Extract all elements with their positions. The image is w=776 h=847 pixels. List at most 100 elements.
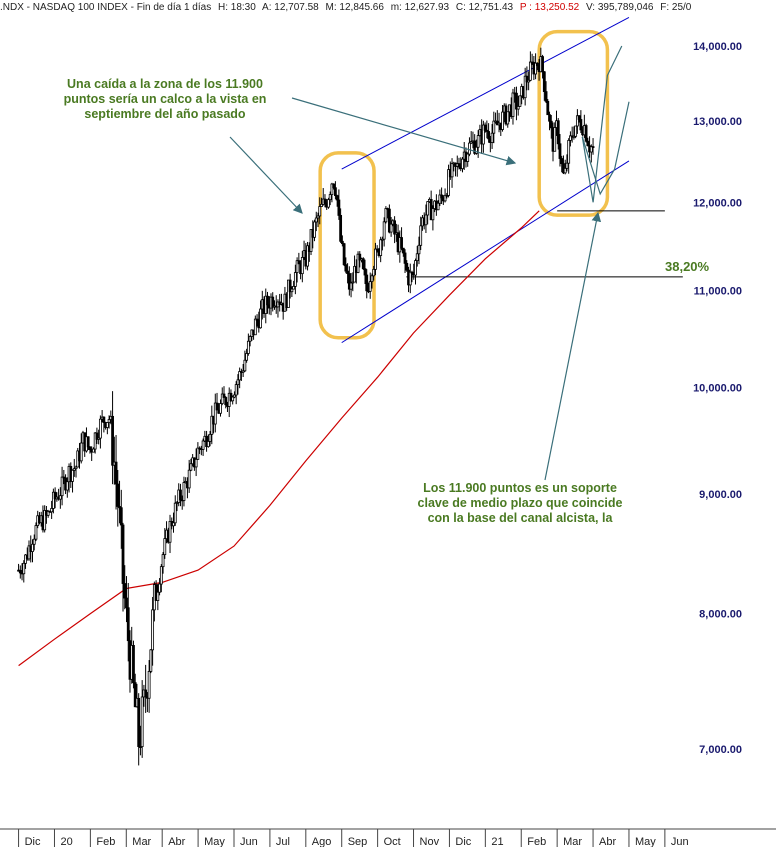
candle-132 (246, 333, 250, 356)
highlight-zones (318, 29, 610, 340)
x-tick-label-3: Mar (132, 836, 151, 847)
candle-230 (417, 236, 421, 265)
candle-323 (579, 110, 583, 134)
candle-303 (544, 81, 548, 104)
candle-body-45 (95, 432, 99, 440)
x-tick-label-10: Oct (384, 836, 401, 847)
candle-body-111 (210, 415, 214, 435)
candle-body-123 (231, 396, 235, 402)
candle-body-31 (71, 469, 74, 482)
candle-body-47 (98, 418, 102, 439)
candle-body-310 (556, 120, 560, 145)
candle-body-312 (560, 158, 564, 164)
y-tick-label-6: 13,000.00 (693, 116, 742, 128)
candle-body-84 (163, 538, 167, 556)
candle-243 (440, 187, 443, 205)
candle-155 (287, 279, 290, 308)
candle-45 (95, 427, 99, 444)
candle-173 (318, 197, 322, 225)
candle-body-127 (238, 371, 242, 381)
candle-body-181 (332, 183, 336, 189)
candle-body-81 (158, 583, 161, 593)
candle-327 (586, 137, 590, 147)
annotation-1-line-1: clave de medio plazo que coincide (418, 496, 623, 510)
candle-body-98 (187, 469, 191, 489)
candle-body-73 (144, 689, 148, 698)
candle-body-119 (224, 397, 228, 406)
projection-lines (581, 45, 630, 203)
candle-body-40 (86, 436, 90, 448)
candle-10 (34, 522, 38, 542)
candle-body-56 (114, 461, 118, 485)
candle-body-228 (414, 260, 417, 276)
annotation-arrow-1 (291, 97, 517, 166)
candle-body-163 (300, 257, 304, 275)
candle-body-77 (151, 609, 155, 651)
candle-body-179 (328, 194, 332, 201)
candle-body-199 (363, 268, 367, 276)
candle-89 (172, 512, 175, 533)
candle-body-63 (126, 607, 130, 642)
x-tick-label-1: 20 (60, 836, 72, 847)
candle-161 (297, 252, 301, 265)
candle-body-21 (53, 491, 57, 500)
candle-body-196 (358, 253, 362, 261)
candle-213 (387, 204, 391, 234)
candle-body-278 (501, 111, 504, 130)
candle-33 (74, 465, 78, 478)
candle-body-171 (314, 217, 318, 223)
candle-body-306 (549, 120, 553, 129)
candle-body-25 (60, 476, 64, 497)
candle-body-216 (393, 220, 396, 235)
candle-186 (340, 235, 344, 247)
candle-8 (31, 539, 34, 563)
candle-80 (156, 584, 160, 611)
candle-195 (356, 251, 360, 274)
candle-267 (481, 120, 485, 153)
candle-body-234 (424, 214, 428, 226)
candle-143 (266, 291, 269, 314)
candle-body-99 (189, 463, 193, 471)
candle-216 (393, 216, 396, 244)
candle-body-267 (481, 124, 485, 145)
annotation-0-line-1: puntos sería un calco a la vista en (64, 92, 267, 106)
chart-header: .NDX - NASDAQ 100 INDEX - Fin de día 1 d… (0, 0, 776, 16)
candle-81 (158, 578, 161, 596)
candle-body-259 (468, 142, 471, 155)
candle-body-83 (161, 554, 165, 568)
candle-body-329 (589, 146, 593, 153)
candle-278 (501, 105, 504, 132)
candle-body-210 (382, 221, 386, 240)
candle-114 (215, 392, 219, 411)
candle-body-263 (475, 146, 478, 154)
candle-129 (241, 363, 245, 378)
candle-body-305 (548, 114, 551, 122)
candle-75 (147, 660, 151, 713)
header-p: P : 13,250.52 (519, 2, 580, 13)
candle-316 (567, 138, 571, 174)
candle-body-291 (523, 75, 527, 99)
candle-body-19 (50, 508, 54, 513)
candle-90 (173, 495, 177, 526)
candle-body-222 (403, 252, 407, 264)
candle-183 (335, 194, 339, 207)
candle-189 (346, 263, 349, 284)
candle-1 (18, 565, 22, 579)
candle-body-166 (306, 245, 309, 267)
candle-63 (126, 582, 130, 662)
channel-upper-line (341, 16, 630, 170)
annotation-0: Una caída a la zona de los 11.900 puntos … (64, 77, 267, 121)
candle-body-32 (72, 468, 76, 471)
annotation-arrow-0 (229, 136, 303, 214)
candle-body-203 (370, 275, 374, 283)
candle-196 (358, 251, 362, 268)
candle-body-211 (384, 208, 388, 223)
header-close: C: 12,751.43 (455, 2, 514, 13)
candle-15 (43, 505, 47, 533)
candle-187 (342, 242, 346, 267)
candle-272 (490, 124, 494, 149)
candle-211 (384, 206, 388, 224)
candle-body-17 (46, 511, 50, 516)
candle-127 (238, 367, 242, 389)
candle-133 (248, 335, 252, 347)
